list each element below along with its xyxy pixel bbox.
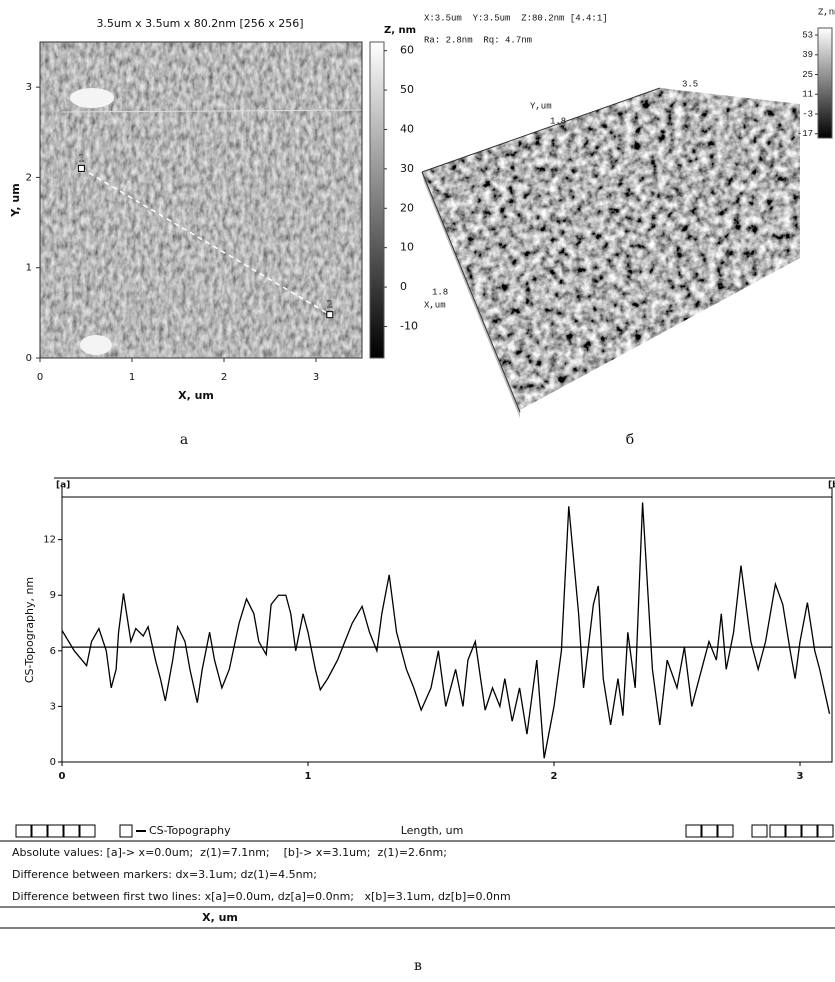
caption: а — [180, 432, 188, 448]
toolbar-button[interactable] — [31, 824, 48, 838]
x-tick-label: 3 — [797, 771, 804, 782]
x-axis-label: Length, um — [401, 824, 464, 837]
axis-edge — [421, 87, 661, 173]
axis-text: X,um — [424, 300, 446, 310]
header: X:3.5um Y:3.5um Z:80.2nm [4.4:1] — [424, 13, 608, 23]
colorbar-tick-label: 40 — [400, 122, 414, 135]
y-tick-label: 12 — [43, 535, 56, 546]
toolbar-button[interactable] — [769, 824, 786, 838]
colorbar-tick-label: 20 — [400, 201, 414, 214]
marker-label: 2 — [327, 300, 333, 311]
colorbar-tick-label: -3 — [802, 109, 813, 119]
x-tick-label: 1 — [129, 372, 135, 383]
toolbar-button[interactable] — [801, 824, 818, 838]
marker — [77, 164, 85, 172]
y-tick-label: 2 — [26, 172, 32, 183]
toolbar-button[interactable] — [817, 824, 834, 838]
cursor-label: [b] — [828, 481, 835, 491]
y-tick-label: 6 — [50, 646, 56, 657]
particle — [80, 335, 112, 355]
toolbar-button[interactable] — [685, 824, 702, 838]
y-tick-label: 3 — [26, 82, 32, 93]
colorbar — [817, 27, 833, 139]
colorbar-tick-label: 50 — [400, 83, 414, 96]
y-tick-label: 1 — [26, 263, 32, 274]
toolbar-button[interactable] — [701, 824, 718, 838]
y-tick-label: 3 — [50, 701, 56, 712]
scratch — [61, 109, 363, 113]
particle — [70, 88, 114, 108]
toolbar-button[interactable] — [751, 824, 768, 838]
y-axis-label: Y, um — [9, 183, 22, 217]
header: Ra: 2.8nm Rq: 4.7nm — [424, 35, 532, 45]
status-line: Difference between markers: dx=3.1um; dz… — [12, 868, 317, 881]
colorbar-tick-label: -10 — [400, 319, 418, 332]
toolbar-button[interactable] — [717, 824, 734, 838]
status-axis-label: X, um — [202, 911, 238, 924]
root: 3.5um x 3.5um x 80.2nm [256 x 256]0 1 2 301… — [0, 7, 835, 974]
colorbar — [369, 41, 385, 359]
axis-text: 1.8 — [550, 116, 566, 126]
toolbar-button[interactable] — [47, 824, 64, 838]
cursor-label: [a] — [56, 481, 70, 491]
colorbar-tick-label: -17 — [797, 129, 813, 139]
axis-text: 3.5 — [682, 79, 698, 89]
colorbar-tick-label: 30 — [400, 162, 414, 175]
surface-side — [422, 172, 520, 418]
x-tick-label: 3 — [313, 372, 319, 383]
x-tick-label: 0 — [37, 372, 43, 383]
colorbar-tick-label: 53 — [802, 30, 813, 40]
colorbar-tick-label: 10 — [400, 241, 414, 254]
axis-text: 1.8 — [432, 287, 448, 297]
toolbar-button[interactable] — [15, 824, 32, 838]
profile-line — [81, 167, 331, 316]
surface — [422, 88, 800, 410]
y-axis-label: CS-Topography, nm — [23, 577, 36, 683]
legend-label: CS-Topography — [149, 824, 231, 837]
colorbar-tick-label: 60 — [400, 44, 414, 57]
caption: б — [626, 432, 634, 448]
plot-frame — [61, 496, 833, 763]
status-line: Difference between first two lines: x[a]… — [12, 890, 511, 903]
colorbar-tick-label: 0 — [400, 280, 407, 293]
toolbar-button[interactable] — [119, 824, 133, 838]
y-tick-label: 0 — [26, 353, 32, 364]
x-tick-label: 2 — [221, 372, 227, 383]
toolbar-button[interactable] — [63, 824, 80, 838]
frame — [39, 41, 363, 359]
surface-texture — [422, 88, 800, 410]
toolbar-button[interactable] — [79, 824, 96, 838]
marker — [326, 311, 334, 319]
status-line: Absolute values: [a]-> x=0.0um; z(1)=7.1… — [12, 846, 447, 859]
toolbar-button[interactable] — [785, 824, 802, 838]
caption: в — [414, 958, 422, 974]
x-tick-label: 1 — [305, 771, 312, 782]
colorbar-tick-label: 25 — [802, 70, 813, 80]
colorbar-tick-label: 11 — [802, 90, 813, 100]
marker-label: 1 — [78, 153, 84, 164]
axis-edge — [421, 171, 521, 413]
colorbar-label: Z,nm — [818, 7, 835, 17]
axis-text: Y,um — [530, 101, 552, 111]
profile — [61, 502, 831, 759]
colorbar-label: Z, nm — [384, 25, 416, 36]
y-tick-label: 0 — [50, 757, 56, 768]
title: 3.5um x 3.5um x 80.2nm [256 x 256] — [96, 17, 303, 30]
colorbar-tick-label: 39 — [802, 50, 813, 60]
y-tick-label: 9 — [50, 590, 56, 601]
x-axis-label: X, um — [178, 389, 214, 402]
x-tick-label: 0 — [59, 771, 66, 782]
x-tick-label: 2 — [551, 771, 558, 782]
